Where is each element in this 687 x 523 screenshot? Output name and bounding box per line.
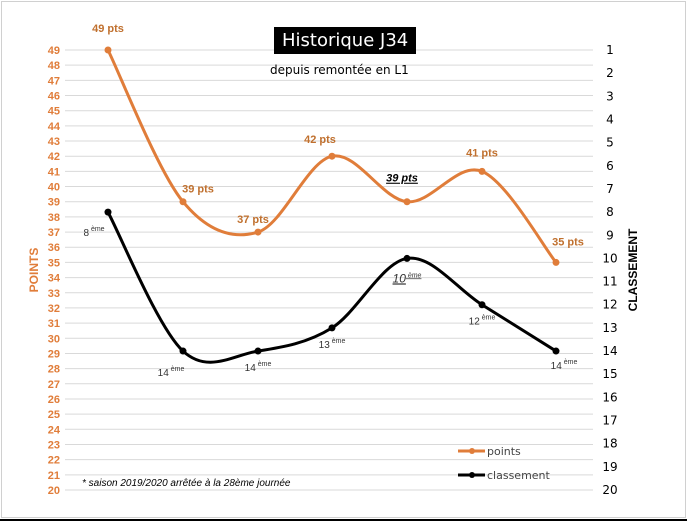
rank-suffix: ème [480, 315, 496, 322]
y-tick-label: 44 [48, 121, 61, 133]
y2-tick-label: 10 [602, 251, 617, 265]
y-tick-label: 36 [48, 242, 60, 254]
y-tick-label: 38 [48, 212, 60, 224]
y-tick-label: 35 [48, 257, 60, 269]
y2-tick-label: 19 [602, 460, 617, 474]
rank-suffix: ème [562, 359, 578, 366]
classement-marker [478, 301, 486, 309]
y-tick-label: 33 [48, 288, 60, 300]
legend-marker [469, 472, 475, 478]
y-tick-label: 26 [48, 394, 60, 406]
y2-tick-label: 8 [606, 205, 614, 219]
classement-data-label: 13 ème [319, 338, 346, 351]
classement-data-label: 10 ème [393, 271, 422, 285]
points-marker [478, 167, 486, 175]
y-tick-label: 34 [48, 273, 61, 285]
y-tick-label: 47 [48, 75, 60, 87]
y-tick-label: 29 [48, 348, 60, 360]
points-marker [254, 228, 262, 236]
rank-suffix: ème [89, 226, 105, 233]
y2-tick-label: 12 [602, 298, 617, 312]
classement-marker [403, 254, 411, 262]
y2-tick-label: 7 [606, 182, 614, 196]
rank-suffix: ème [330, 338, 346, 345]
rank-suffix: ème [169, 366, 185, 373]
chart-title: Historique J34 [274, 27, 417, 54]
y2-tick-label: 5 [606, 136, 614, 150]
y2-tick-label: 14 [602, 344, 617, 358]
classement-marker [254, 347, 262, 355]
y-tick-label: 24 [48, 424, 61, 436]
y-tick-label: 32 [48, 303, 60, 315]
y-tick-label: 49 [48, 45, 60, 57]
points-data-label: 42 pts [304, 134, 336, 146]
points-marker [328, 152, 336, 160]
bottom-border [0, 519, 687, 521]
legend-label-classement: classement [487, 469, 551, 482]
y2-axis-title: CLASSEMENT [626, 228, 640, 311]
legend-marker [469, 448, 475, 454]
y-tick-label: 48 [48, 60, 60, 72]
y-tick-label: 28 [48, 364, 60, 376]
points-marker [552, 258, 560, 266]
chart-subtitle: depuis remontée en L1 [270, 63, 409, 77]
points-data-label: 39 pts [182, 184, 214, 196]
y-tick-label: 21 [48, 470, 60, 482]
classement-data-label: 14 ème [245, 361, 272, 374]
y-tick-label: 42 [48, 151, 60, 163]
classement-data-label: 8 ème [83, 226, 104, 239]
y-tick-label: 37 [48, 227, 60, 239]
points-data-label: 37 pts [237, 214, 269, 226]
y-tick-label: 31 [48, 318, 60, 330]
y2-tick-label: 17 [602, 414, 617, 428]
classement-marker [104, 208, 112, 216]
points-data-label: 39 pts [386, 173, 418, 185]
y-tick-label: 43 [48, 136, 60, 148]
points-data-label: 35 pts [552, 236, 584, 248]
points-marker [179, 198, 187, 206]
y-tick-label: 39 [48, 197, 60, 209]
y2-tick-label: 1 [606, 43, 614, 57]
legend-label-points: points [487, 445, 521, 458]
classement-data-label: 12 ème [469, 315, 496, 328]
y2-tick-label: 11 [602, 275, 617, 289]
classement-marker [552, 347, 560, 355]
points-data-label: 49 pts [92, 23, 124, 35]
y-tick-label: 30 [48, 333, 60, 345]
classement-data-label: 14 ème [158, 366, 185, 379]
points-data-label: 41 pts [466, 147, 498, 159]
classement-data-label: 14 ème [551, 359, 578, 372]
footnote: * saison 2019/2020 arrêtée à la 28ème jo… [82, 478, 291, 489]
classement-marker [179, 347, 187, 355]
y-tick-label: 27 [48, 379, 60, 391]
y2-tick-label: 13 [602, 321, 617, 335]
rank-suffix: ème [406, 272, 422, 279]
y-tick-label: 25 [48, 409, 60, 421]
y-tick-label: 46 [48, 91, 60, 103]
y2-tick-label: 18 [602, 437, 617, 451]
y-axis-title: POINTS [27, 248, 41, 293]
points-marker [403, 198, 411, 206]
y2-tick-label: 15 [602, 367, 617, 381]
y-tick-label: 20 [48, 485, 60, 497]
rank-suffix: ème [256, 361, 272, 368]
y2-tick-label: 20 [602, 483, 617, 497]
y2-tick-label: 2 [606, 66, 614, 80]
y-tick-label: 41 [48, 166, 60, 178]
y2-tick-label: 6 [606, 159, 614, 173]
y-tick-label: 40 [48, 182, 60, 194]
y2-tick-label: 3 [606, 89, 614, 103]
classement-marker [328, 324, 336, 332]
y2-tick-label: 4 [606, 112, 614, 126]
y-tick-label: 45 [48, 106, 60, 118]
y-tick-label: 22 [48, 455, 60, 467]
y-tick-label: 23 [48, 439, 60, 451]
points-marker [104, 46, 112, 54]
y2-tick-label: 9 [606, 228, 614, 242]
y2-tick-label: 16 [602, 390, 617, 404]
